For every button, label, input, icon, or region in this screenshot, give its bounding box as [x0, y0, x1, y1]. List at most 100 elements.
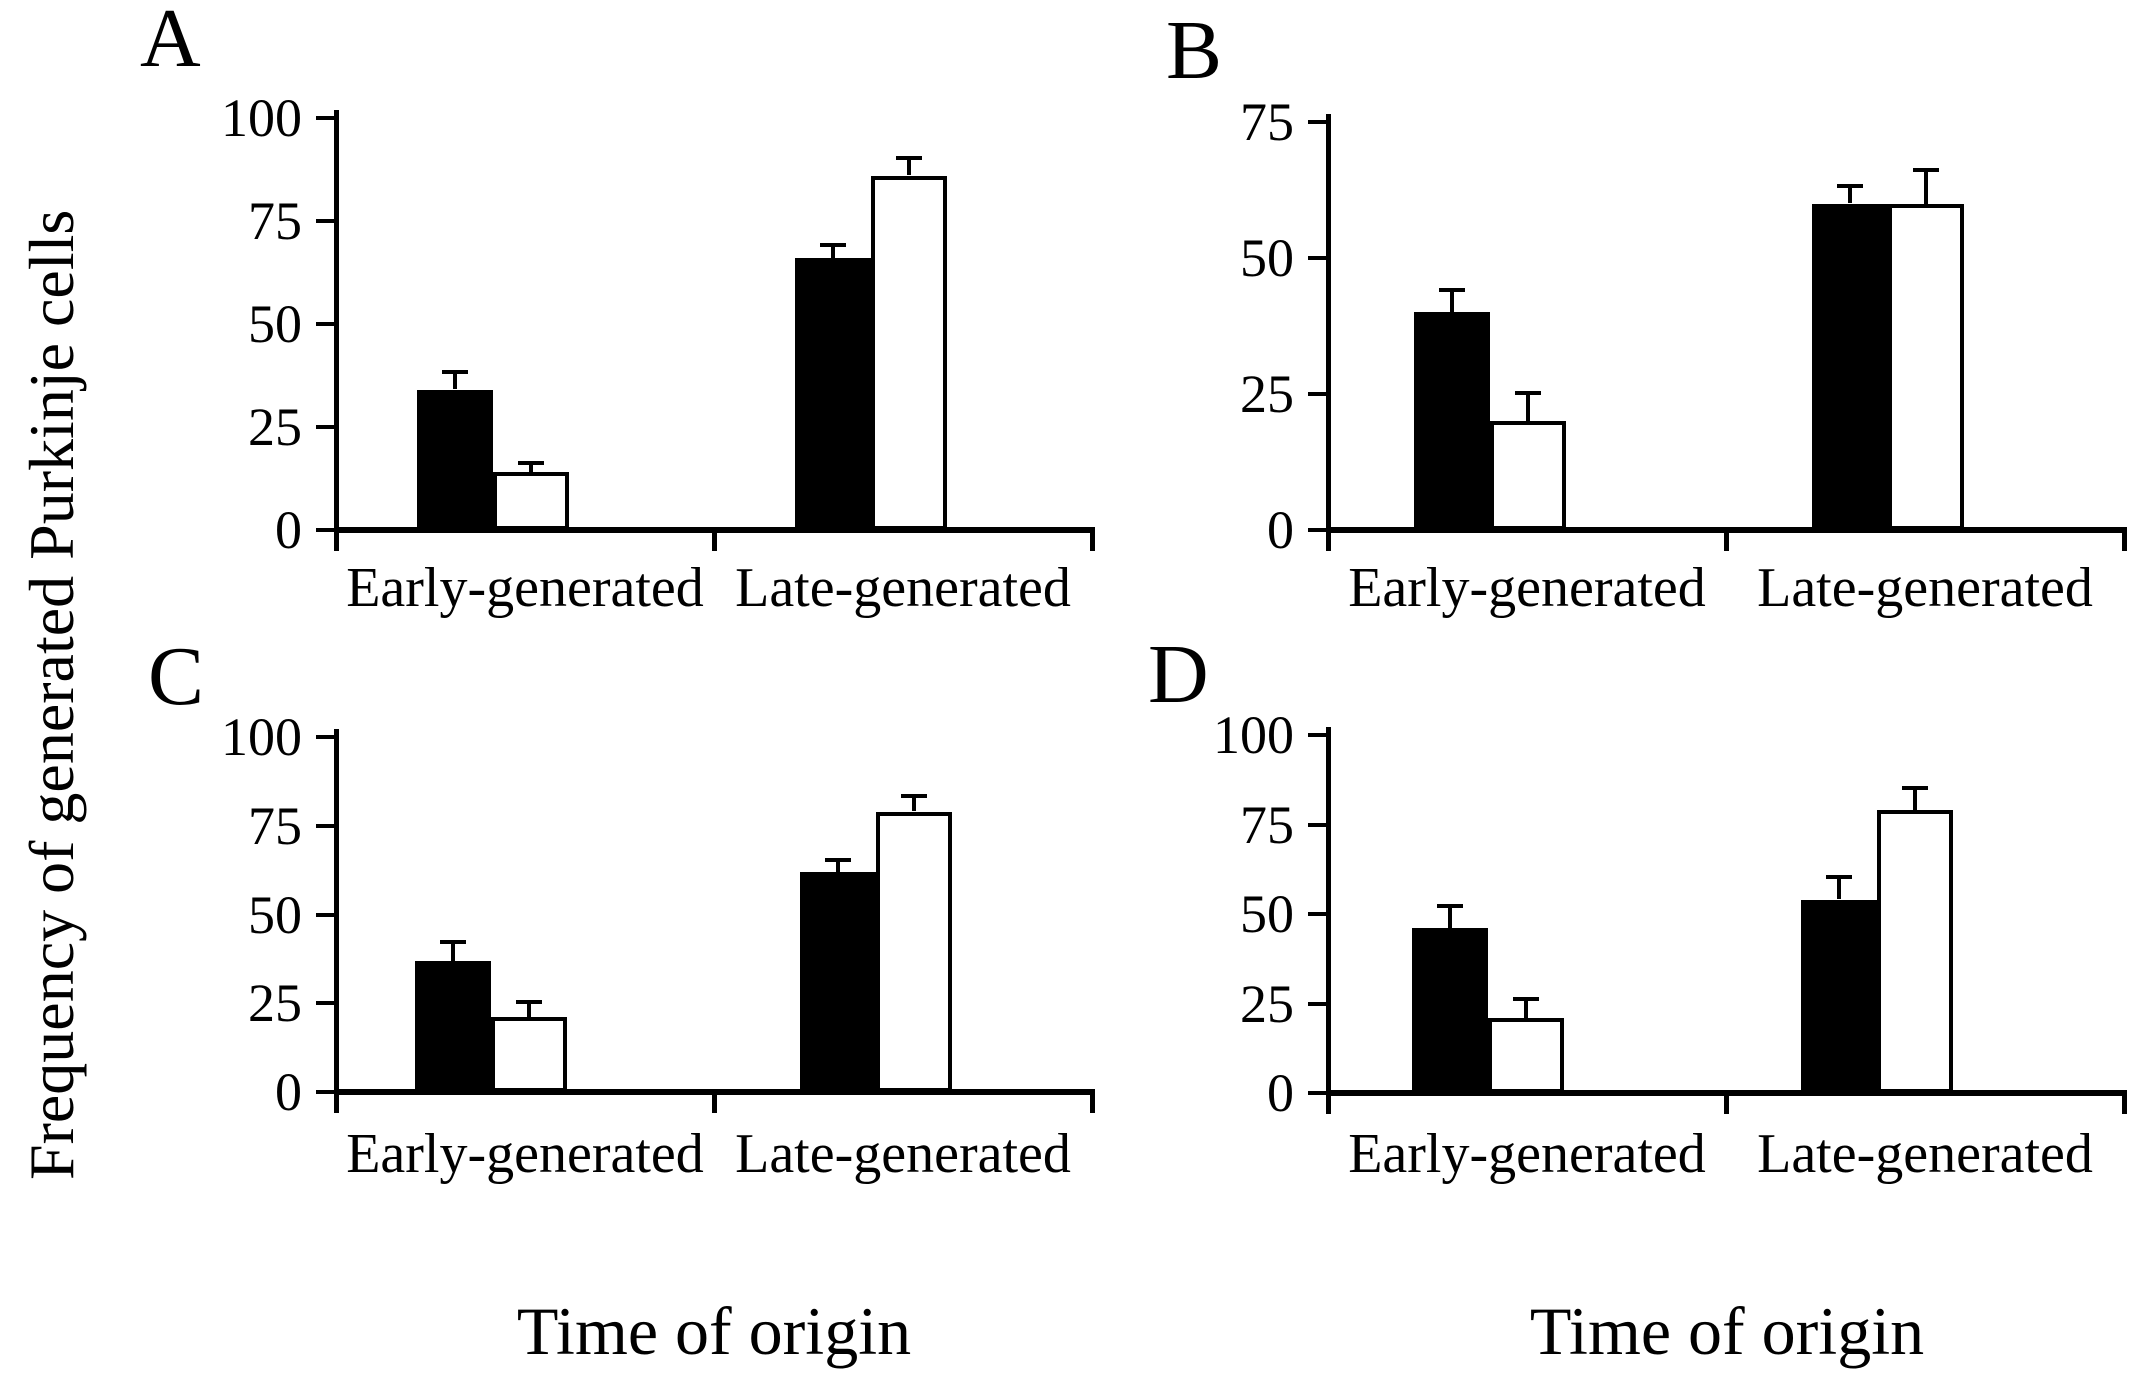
- panel-b-y-tick: [1308, 392, 1328, 396]
- panel-b-early-generated-black-error-bar: [1450, 291, 1454, 313]
- panel-c-y-tick: [316, 913, 336, 917]
- panel-c-late-generated-black-error-bar: [836, 861, 840, 872]
- panel-d-x-boundary-tick-0: [1326, 1096, 1331, 1114]
- panel-c-early-generated-white-error-cap: [516, 1000, 542, 1004]
- panel-c-early-generated-white-bar: [491, 1017, 567, 1092]
- panel-d-x-axis: [1326, 1090, 2127, 1096]
- panel-d-late-generated-white-error-cap: [1902, 786, 1928, 790]
- panel-c-y-tick: [316, 1001, 336, 1005]
- panel-b-late-generated-white-error-bar: [1924, 171, 1928, 204]
- panel-c-early-generated-black-error-bar: [451, 943, 455, 961]
- panel-c-late-generated-white-error-bar: [912, 797, 916, 811]
- panel-a-late-generated-white-error-bar: [907, 159, 911, 175]
- panel-a-early-generated-black-bar: [417, 390, 493, 530]
- panel-d-category-label-early-generated: Early-generated: [1348, 1123, 1706, 1185]
- panel-d-y-tick-label: 100: [1213, 705, 1294, 765]
- panel-b-late-generated-white-error-cap: [1913, 168, 1939, 172]
- panel-d-y-tick: [1308, 733, 1328, 737]
- x-axis-title-right: Time of origin: [1529, 1293, 1925, 1369]
- panel-d-y-tick: [1308, 1091, 1328, 1095]
- panel-a-y-tick-label: 0: [275, 500, 302, 560]
- panel-d-late-generated-black-bar: [1801, 900, 1877, 1093]
- panel-d-y-tick-label: 25: [1240, 974, 1294, 1034]
- panel-c-y-tick: [316, 824, 336, 828]
- panel-d-early-generated-black-bar: [1412, 928, 1488, 1093]
- panel-a-late-generated-white-error-cap: [896, 156, 922, 160]
- panel-b-late-generated-black-error-cap: [1837, 184, 1863, 188]
- panel-c-y-tick-label: 50: [248, 885, 302, 945]
- panel-a-early-generated-black-error-cap: [442, 370, 468, 374]
- panel-c-y-tick-label: 100: [221, 707, 302, 767]
- panel-b-y-axis: [1326, 114, 1331, 530]
- panel-b-early-generated-white-bar: [1490, 421, 1566, 530]
- panel-d-late-generated-white-error-bar: [1913, 789, 1917, 810]
- panel-a-y-tick: [316, 425, 336, 429]
- panel-c-y-tick: [316, 735, 336, 739]
- y-axis-title: Frequency of generated Purkinje cells: [16, 209, 87, 1181]
- panel-a-category-label-early-generated: Early-generated: [346, 557, 704, 619]
- panel-b-y-tick: [1308, 256, 1328, 260]
- panel-d-early-generated-black-error-bar: [1448, 907, 1452, 928]
- panel-d-early-generated-white-error-bar: [1524, 1000, 1528, 1018]
- panel-d-y-tick-label: 75: [1240, 795, 1294, 855]
- panel-a-early-generated-white-error-cap: [518, 461, 544, 465]
- panel-a-y-tick: [316, 528, 336, 532]
- panel-b-late-generated-white-bar: [1888, 204, 1964, 530]
- panel-b-early-generated-white-error-cap: [1515, 391, 1541, 395]
- panel-b-y-tick-label: 0: [1267, 500, 1294, 560]
- panel-b-x-boundary-tick-2: [2122, 533, 2127, 551]
- panel-d-x-boundary-tick-2: [2122, 1096, 2127, 1114]
- panel-d-late-generated-white-bar: [1877, 810, 1953, 1093]
- panel-a-y-tick-label: 50: [248, 294, 302, 354]
- panel-b-x-axis: [1326, 527, 2127, 533]
- panel-c-y-tick: [316, 1090, 336, 1094]
- panel-c-late-generated-black-bar: [800, 872, 876, 1092]
- panel-a-y-tick: [316, 322, 336, 326]
- panel-d-y-tick: [1308, 912, 1328, 916]
- panel-c-early-generated-black-error-cap: [440, 940, 466, 944]
- panel-b-label: B: [1166, 4, 1223, 97]
- panel-c-category-label-early-generated: Early-generated: [346, 1123, 704, 1185]
- panel-a-y-tick: [316, 219, 336, 223]
- panel-d-early-generated-black-error-cap: [1437, 904, 1463, 908]
- panel-b-early-generated-white-error-bar: [1526, 394, 1530, 421]
- panel-d-category-label-late-generated: Late-generated: [1757, 1123, 2093, 1185]
- panel-a-x-boundary-tick-2: [1090, 533, 1095, 551]
- panel-a-label: A: [140, 0, 201, 85]
- panel-c-early-generated-white-error-bar: [527, 1003, 531, 1017]
- panel-c-early-generated-black-bar: [415, 961, 491, 1092]
- panel-c-category-label-late-generated: Late-generated: [735, 1123, 1071, 1185]
- panel-a-category-label-late-generated: Late-generated: [735, 557, 1071, 619]
- panel-d-x-boundary-tick-1: [1724, 1096, 1729, 1114]
- panel-c-y-axis: [334, 729, 339, 1092]
- panel-d-y-axis: [1326, 727, 1331, 1093]
- panel-d-y-tick: [1308, 1002, 1328, 1006]
- panel-d-y-tick: [1308, 823, 1328, 827]
- panel-c-late-generated-white-bar: [876, 812, 952, 1092]
- panel-a-late-generated-white-bar: [871, 176, 947, 530]
- panel-a-late-generated-black-error-bar: [831, 246, 835, 258]
- panel-b-late-generated-black-bar: [1812, 204, 1888, 530]
- panel-c-x-axis: [334, 1089, 1095, 1095]
- panel-b-y-tick: [1308, 120, 1328, 124]
- panel-b-late-generated-black-error-bar: [1848, 187, 1852, 203]
- panel-c-late-generated-white-error-cap: [901, 794, 927, 798]
- panel-c-x-boundary-tick-2: [1090, 1095, 1095, 1113]
- panel-a-x-boundary-tick-0: [334, 533, 339, 551]
- panel-d-y-tick-label: 50: [1240, 884, 1294, 944]
- panel-a-y-axis: [334, 110, 339, 530]
- panel-b-y-tick: [1308, 528, 1328, 532]
- panel-d-label: D: [1148, 628, 1209, 721]
- x-axis-title-left: Time of origin: [516, 1293, 912, 1369]
- panel-b-x-boundary-tick-1: [1724, 533, 1729, 551]
- panel-c-y-tick-label: 0: [275, 1062, 302, 1122]
- panel-a-late-generated-black-error-cap: [820, 243, 846, 247]
- panel-b-x-boundary-tick-0: [1326, 533, 1331, 551]
- panel-a-x-boundary-tick-1: [712, 533, 717, 551]
- panel-a-y-tick-label: 100: [221, 88, 302, 148]
- panel-b-y-tick-label: 50: [1240, 228, 1294, 288]
- panel-b-category-label-late-generated: Late-generated: [1757, 557, 2093, 619]
- panel-b-category-label-early-generated: Early-generated: [1348, 557, 1706, 619]
- panel-c-x-boundary-tick-0: [334, 1095, 339, 1113]
